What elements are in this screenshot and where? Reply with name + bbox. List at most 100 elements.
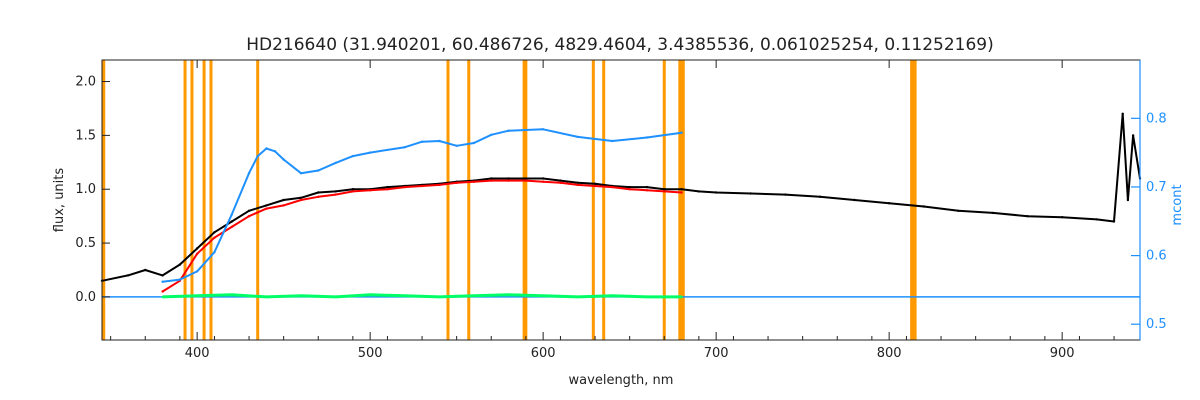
series-model-point-11 — [351, 190, 355, 193]
series-model-point-22 — [541, 180, 545, 183]
series-residual-point-7 — [403, 294, 406, 297]
series-continuum-point-0 — [161, 280, 164, 283]
series-observed-point-31 — [645, 185, 649, 189]
series-observed-point-27 — [576, 181, 579, 184]
series-observed-point-40 — [887, 202, 891, 205]
x-axis-ticks: 400 500 600 700 800 900 — [110, 60, 1115, 361]
series-residual-point-0 — [161, 295, 164, 299]
series-continuum-point-23 — [576, 135, 579, 139]
series-model-point-5 — [247, 215, 251, 218]
series-continuum-point-2 — [195, 270, 199, 273]
series-observed-point-3 — [161, 274, 164, 277]
series-continuum-point-19 — [472, 141, 476, 145]
series-model-point-30 — [680, 191, 683, 194]
series-model-point-20 — [507, 179, 510, 182]
mask-lines — [102, 60, 917, 340]
series-model-point-29 — [663, 190, 666, 193]
series-observed-point-42 — [957, 209, 960, 212]
x-tick-label-2: 600 — [531, 346, 556, 361]
series-model-point-6 — [265, 207, 268, 210]
series-residual-point-15 — [680, 295, 683, 299]
series-model-point-3 — [213, 236, 216, 239]
series-continuum-point-7 — [265, 147, 268, 150]
series-observed-point-13 — [334, 190, 337, 193]
series-continuum-point-20 — [490, 133, 493, 136]
series-residual-point-2 — [230, 293, 233, 296]
series-model-point-21 — [524, 179, 527, 182]
series-residual-point-6 — [369, 293, 372, 296]
x-tick-label-3: 700 — [704, 346, 729, 361]
series-model-point-9 — [317, 195, 320, 198]
series-model-point-23 — [559, 181, 562, 184]
series-continuum-point-12 — [334, 161, 337, 165]
series-observed-line — [101, 112, 1141, 282]
series-continuum-point-1 — [178, 278, 181, 281]
series-model-point-17 — [455, 181, 458, 184]
series-observed-point-28 — [593, 182, 597, 185]
series-model-point-0 — [161, 290, 164, 293]
series-model-point-24 — [576, 183, 579, 187]
series-observed-point-33 — [680, 188, 683, 191]
series-observed-point-48 — [1121, 112, 1124, 116]
series-observed-point-23 — [507, 177, 510, 180]
series-model-point-4 — [230, 225, 233, 229]
series-model-point-8 — [299, 198, 303, 202]
series-continuum-point-18 — [455, 144, 458, 147]
y2-axis-ticks: 0.5 0.6 0.7 0.8 — [1131, 60, 1167, 340]
x-tick-label-0: 400 — [185, 346, 210, 361]
series-observed-point-26 — [559, 179, 562, 182]
y2-axis-label: mcont — [1170, 184, 1185, 225]
series-observed-point-1 — [126, 274, 130, 277]
series-observed-point-2 — [144, 268, 147, 272]
series-residual-line — [162, 293, 682, 299]
series-observed-point-49 — [1126, 198, 1130, 202]
y-axis-label: flux, units — [52, 168, 67, 233]
y2-tick-label-1: 0.6 — [1146, 249, 1167, 264]
series-continuum-point-11 — [317, 169, 320, 172]
series-residual-points — [161, 293, 683, 299]
y-axis-ticks: 0.0 0.5 1.0 1.5 2.0 — [75, 75, 110, 305]
series-observed-point-7 — [230, 220, 233, 223]
series-observed-point-39 — [853, 198, 856, 202]
series-continuum-point-10 — [299, 172, 303, 175]
series-continuum-point-13 — [351, 154, 355, 158]
series-residual-point-14 — [645, 295, 649, 299]
series-model-point-28 — [645, 189, 649, 192]
y2-tick-label-3: 0.8 — [1146, 111, 1167, 126]
series-observed-point-30 — [628, 185, 631, 189]
series-residual-point-12 — [576, 295, 579, 299]
series-observed-point-34 — [697, 190, 700, 193]
series-residual-point-5 — [334, 295, 337, 299]
series-continuum-point-24 — [611, 139, 614, 143]
series-observed-point-25 — [541, 177, 545, 180]
series-observed-point-11 — [299, 196, 303, 199]
series-observed-point-5 — [195, 247, 199, 250]
series-observed-point-36 — [749, 192, 752, 195]
x-axis-label: wavelength, nm — [569, 373, 674, 388]
series-residual-point-4 — [299, 294, 303, 297]
series-observed-point-44 — [1026, 215, 1029, 218]
series-continuum-point-8 — [273, 150, 277, 153]
y-tick-label-2: 1.0 — [75, 182, 96, 197]
series-observed-point-41 — [922, 205, 925, 208]
series-model-point-7 — [282, 204, 285, 207]
series-model-point-12 — [369, 189, 372, 192]
series-observed-point-47 — [1112, 220, 1116, 223]
series-continuum-point-14 — [369, 151, 372, 154]
x-tick-label-5: 900 — [1050, 346, 1075, 361]
series-continuum-point-15 — [403, 146, 406, 149]
series-observed-point-4 — [178, 263, 181, 266]
series-model-point-26 — [611, 185, 614, 189]
series-residual-point-13 — [611, 294, 614, 297]
series-continuum-point-17 — [438, 139, 441, 143]
x-tick-label-4: 800 — [877, 346, 902, 361]
series-observed-point-10 — [282, 198, 285, 202]
series-continuum-point-26 — [680, 131, 683, 134]
series-observed-point-12 — [317, 191, 320, 194]
series-layer — [100, 112, 1142, 299]
series-continuum-point-25 — [645, 136, 649, 139]
series-model-point-25 — [593, 184, 597, 188]
series-model-point-27 — [628, 188, 631, 191]
